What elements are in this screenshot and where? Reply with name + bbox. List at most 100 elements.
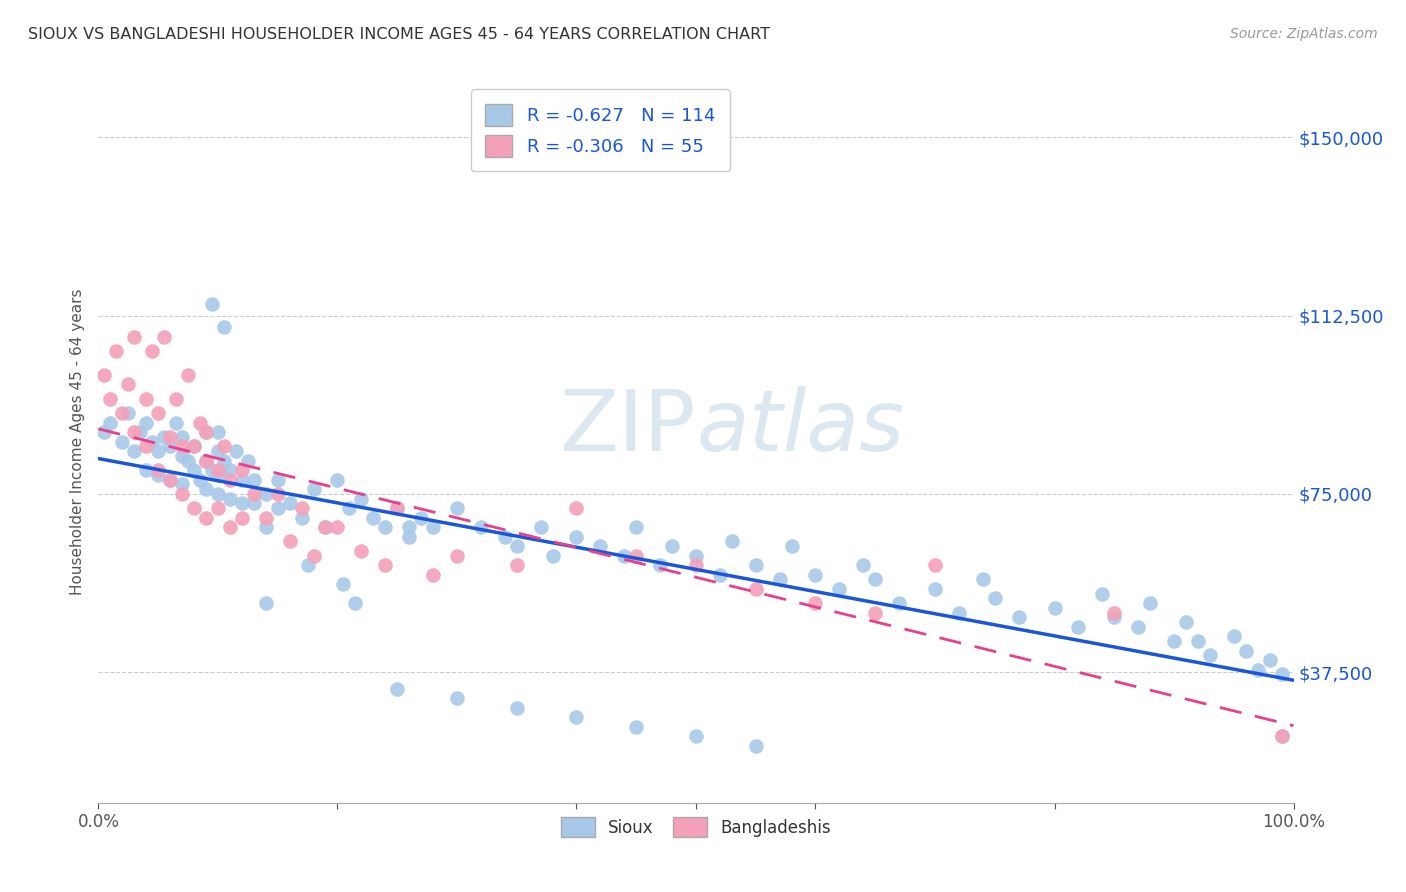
Point xyxy=(172,449,194,463)
Point xyxy=(267,473,290,487)
Point xyxy=(141,434,163,449)
Point xyxy=(172,430,194,444)
Point xyxy=(565,530,588,544)
Point xyxy=(98,392,122,406)
Point xyxy=(1067,620,1090,634)
Point xyxy=(243,473,266,487)
Point xyxy=(852,558,875,573)
Point xyxy=(243,496,266,510)
Point xyxy=(302,549,325,563)
Point xyxy=(385,681,409,696)
Point xyxy=(159,473,181,487)
Point xyxy=(207,467,229,482)
Point xyxy=(326,520,349,534)
Point xyxy=(93,368,115,382)
Y-axis label: Householder Income Ages 45 - 64 years: Householder Income Ages 45 - 64 years xyxy=(69,288,84,595)
Point xyxy=(183,501,205,516)
Point xyxy=(183,439,205,453)
Point xyxy=(865,606,887,620)
Point xyxy=(398,520,420,534)
Point xyxy=(344,596,367,610)
Point xyxy=(1271,667,1294,681)
Point xyxy=(411,510,433,524)
Point xyxy=(188,416,211,430)
Point xyxy=(111,406,134,420)
Text: Source: ZipAtlas.com: Source: ZipAtlas.com xyxy=(1230,27,1378,41)
Point xyxy=(350,544,373,558)
Text: ZIP: ZIP xyxy=(560,385,696,468)
Point xyxy=(207,487,229,501)
Point xyxy=(1008,610,1031,624)
Point xyxy=(153,430,176,444)
Point xyxy=(98,416,122,430)
Point xyxy=(177,453,200,467)
Point xyxy=(1139,596,1161,610)
Point xyxy=(172,439,194,453)
Point xyxy=(207,463,229,477)
Point xyxy=(195,510,218,524)
Point xyxy=(302,482,325,496)
Point xyxy=(709,567,731,582)
Point xyxy=(565,501,588,516)
Point xyxy=(172,477,194,491)
Point xyxy=(254,487,277,501)
Point xyxy=(685,558,707,573)
Point xyxy=(188,473,211,487)
Point xyxy=(195,453,218,467)
Point xyxy=(225,444,247,458)
Point xyxy=(661,539,683,553)
Point xyxy=(212,439,235,453)
Point xyxy=(1234,643,1257,657)
Point xyxy=(374,520,396,534)
Point xyxy=(207,501,229,516)
Point xyxy=(1223,629,1246,643)
Point xyxy=(105,344,128,359)
Point xyxy=(1043,601,1066,615)
Point xyxy=(1104,610,1126,624)
Point xyxy=(201,463,224,477)
Point xyxy=(315,520,337,534)
Point xyxy=(148,406,170,420)
Point xyxy=(129,425,152,439)
Text: atlas: atlas xyxy=(696,385,904,468)
Point xyxy=(422,520,444,534)
Point xyxy=(219,491,242,506)
Point xyxy=(195,482,218,496)
Point xyxy=(291,501,314,516)
Point xyxy=(159,439,181,453)
Point xyxy=(135,392,157,406)
Point xyxy=(422,567,444,582)
Point xyxy=(195,425,218,439)
Point xyxy=(506,700,529,714)
Point xyxy=(231,473,253,487)
Point xyxy=(385,501,409,516)
Point xyxy=(1104,606,1126,620)
Point xyxy=(297,558,319,573)
Point xyxy=(254,510,277,524)
Point xyxy=(1175,615,1198,630)
Point xyxy=(506,558,529,573)
Point xyxy=(363,510,385,524)
Point xyxy=(1199,648,1222,663)
Point xyxy=(124,330,146,344)
Point xyxy=(195,453,218,467)
Point xyxy=(565,710,588,724)
Point xyxy=(172,487,194,501)
Point xyxy=(231,463,253,477)
Point xyxy=(278,534,301,549)
Point xyxy=(1128,620,1150,634)
Point xyxy=(291,510,314,524)
Point xyxy=(385,501,409,516)
Point xyxy=(1163,634,1185,648)
Point xyxy=(177,368,200,382)
Point xyxy=(219,520,242,534)
Point xyxy=(1258,653,1281,667)
Point xyxy=(506,539,529,553)
Legend: Sioux, Bangladeshis: Sioux, Bangladeshis xyxy=(553,809,839,845)
Point xyxy=(148,467,170,482)
Point xyxy=(332,577,354,591)
Point xyxy=(446,549,468,563)
Point xyxy=(685,549,707,563)
Point xyxy=(231,496,253,510)
Point xyxy=(111,434,134,449)
